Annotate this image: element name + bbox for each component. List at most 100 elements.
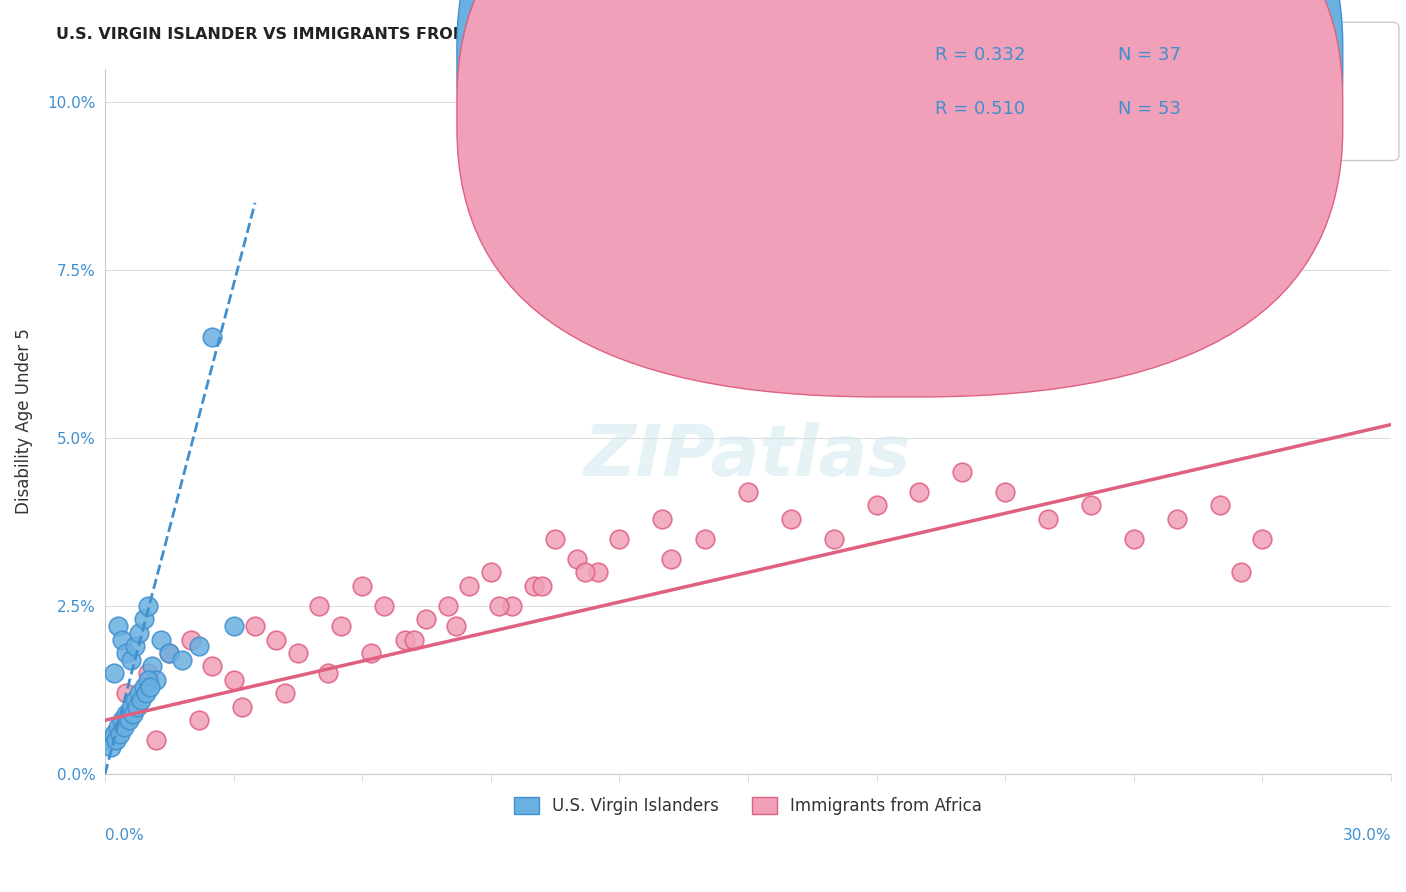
Text: N = 37: N = 37: [1118, 46, 1181, 64]
Point: [111, 632, 134, 647]
Point: [136, 599, 159, 613]
Point: [128, 686, 150, 700]
Text: 30.0%: 30.0%: [1343, 828, 1391, 843]
Point: [574, 566, 596, 580]
Point: [127, 699, 149, 714]
Point: [266, 632, 288, 647]
Point: [488, 599, 510, 613]
Text: ZIPatlas: ZIPatlas: [585, 422, 911, 491]
Point: [111, 713, 134, 727]
Point: [141, 659, 163, 673]
Point: [565, 552, 588, 566]
Point: [609, 532, 631, 546]
Point: [695, 532, 717, 546]
Text: 0.0%: 0.0%: [105, 828, 143, 843]
Point: [586, 566, 609, 580]
Point: [188, 713, 211, 727]
Point: [446, 619, 468, 633]
Point: [107, 619, 129, 633]
Point: [157, 646, 180, 660]
Point: [316, 666, 339, 681]
Point: [222, 619, 245, 633]
Y-axis label: Disability Age Under 5: Disability Age Under 5: [15, 328, 32, 514]
Point: [100, 740, 122, 755]
Text: R = 0.510: R = 0.510: [935, 100, 1025, 118]
Point: [136, 673, 159, 687]
Point: [120, 653, 142, 667]
Point: [823, 532, 845, 546]
Point: [308, 599, 330, 613]
Point: [132, 680, 155, 694]
Point: [1208, 498, 1230, 512]
Point: [231, 699, 253, 714]
Point: [1251, 532, 1274, 546]
Point: [157, 646, 180, 660]
Point: [737, 484, 759, 499]
Point: [136, 666, 159, 681]
Point: [243, 619, 266, 633]
Point: [112, 720, 135, 734]
Point: [779, 511, 801, 525]
Point: [145, 673, 167, 687]
Point: [201, 659, 224, 673]
Text: N = 53: N = 53: [1118, 100, 1181, 118]
Point: [180, 632, 202, 647]
Point: [329, 619, 352, 633]
Point: [360, 646, 382, 660]
Point: [865, 498, 887, 512]
Point: [1230, 566, 1253, 580]
Text: U.S. VIRGIN ISLANDER VS IMMIGRANTS FROM AFRICA DISABILITY AGE UNDER 5 CORRELATIO: U.S. VIRGIN ISLANDER VS IMMIGRANTS FROM …: [56, 27, 972, 42]
Point: [124, 640, 146, 654]
Point: [188, 640, 211, 654]
Point: [1166, 511, 1188, 525]
Point: [458, 579, 481, 593]
Point: [402, 632, 425, 647]
Point: [394, 632, 416, 647]
Point: [479, 566, 502, 580]
Point: [115, 686, 138, 700]
Point: [201, 330, 224, 344]
Point: [124, 693, 146, 707]
Point: [139, 680, 162, 694]
Text: Source: ZipAtlas.com: Source: ZipAtlas.com: [1202, 27, 1350, 41]
Point: [531, 579, 554, 593]
Point: [145, 733, 167, 747]
Point: [950, 465, 973, 479]
Point: [120, 699, 142, 714]
Point: [287, 646, 309, 660]
Point: [108, 727, 131, 741]
Point: [172, 653, 194, 667]
Point: [352, 579, 374, 593]
Point: [994, 484, 1017, 499]
Point: [121, 706, 143, 721]
Point: [415, 612, 437, 626]
Point: [437, 599, 460, 613]
Point: [117, 713, 139, 727]
Point: [501, 599, 523, 613]
Point: [609, 229, 631, 244]
Point: [659, 552, 682, 566]
Text: R = 0.332: R = 0.332: [935, 46, 1025, 64]
Point: [103, 666, 125, 681]
Point: [135, 686, 157, 700]
Point: [523, 579, 546, 593]
Point: [222, 673, 245, 687]
Point: [128, 626, 150, 640]
Point: [104, 733, 127, 747]
Point: [132, 612, 155, 626]
Point: [115, 646, 138, 660]
Point: [1080, 498, 1102, 512]
Point: [651, 511, 673, 525]
Point: [115, 706, 138, 721]
Point: [103, 727, 125, 741]
Legend: U.S. Virgin Islanders, Immigrants from Africa: U.S. Virgin Islanders, Immigrants from A…: [508, 790, 988, 822]
Point: [1122, 532, 1144, 546]
Point: [274, 686, 297, 700]
Point: [149, 632, 172, 647]
Point: [131, 693, 153, 707]
Point: [1036, 511, 1059, 525]
Point: [908, 484, 931, 499]
Point: [373, 599, 395, 613]
Point: [544, 532, 567, 546]
Point: [98, 733, 121, 747]
